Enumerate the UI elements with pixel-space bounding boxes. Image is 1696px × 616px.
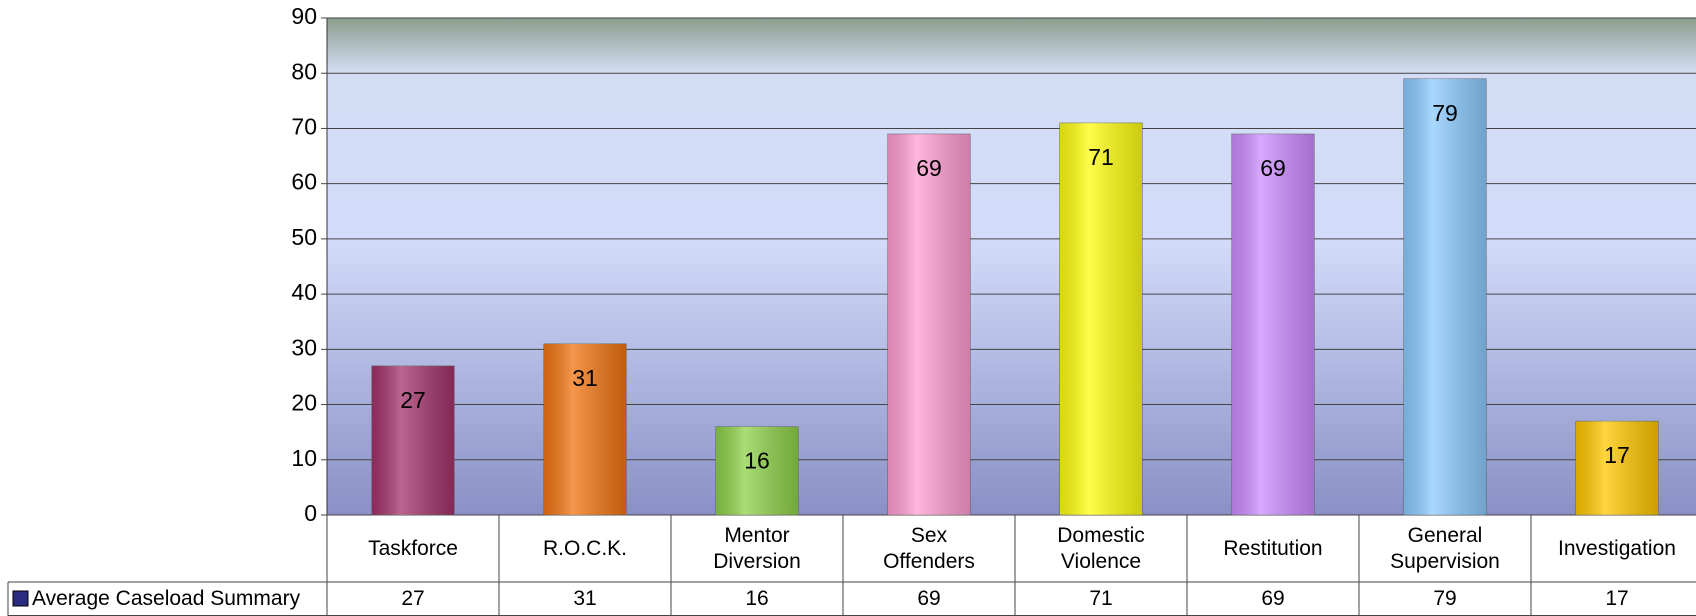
plot-area <box>326 17 1696 516</box>
y-tick-label: 50 <box>291 224 317 250</box>
x-tick-label: Sex Offenders <box>883 523 975 573</box>
table-value: 17 <box>1605 587 1629 610</box>
x-tick-label: General Supervision <box>1390 523 1500 573</box>
bar-shine <box>1575 421 1659 515</box>
x-tick-label: R.O.C.K. <box>542 536 627 560</box>
bar-shine <box>1059 122 1143 515</box>
table-value: 69 <box>1261 587 1285 610</box>
y-tick-label: 80 <box>291 58 317 84</box>
y-tick-label: 60 <box>291 169 317 195</box>
bar-shine <box>1231 133 1315 515</box>
data-label: 31 <box>572 365 598 391</box>
table-value: 71 <box>1089 587 1113 610</box>
x-tick-label: Mentor Diversion <box>713 523 801 573</box>
bar-shine <box>715 426 799 515</box>
x-tick-label: Restitution <box>1223 536 1323 560</box>
y-tick-label: 20 <box>291 390 317 416</box>
table-value: 27 <box>401 587 425 610</box>
y-tick-label: 40 <box>291 279 317 305</box>
table-value: 79 <box>1433 587 1457 610</box>
y-tick-label: 10 <box>291 445 317 471</box>
table-value: 69 <box>917 587 941 610</box>
x-tick-label: Domestic Violence <box>1057 523 1145 573</box>
y-tick-label: 90 <box>291 3 317 29</box>
legend-marker <box>12 590 29 607</box>
data-label: 16 <box>744 448 770 474</box>
y-tick-label: 0 <box>304 500 317 526</box>
data-label: 27 <box>400 387 426 413</box>
x-tick-label: Investigation <box>1558 536 1676 560</box>
x-tick-label: Taskforce <box>368 536 458 560</box>
bar-shine <box>371 365 455 515</box>
table-value: 16 <box>745 587 769 610</box>
data-label: 69 <box>916 155 942 181</box>
legend-label: Average Caseload Summary <box>32 587 301 610</box>
y-tick-label: 30 <box>291 334 317 360</box>
bar-shine <box>887 133 971 515</box>
y-tick-label: 70 <box>291 114 317 140</box>
data-label: 71 <box>1088 144 1114 170</box>
bar-shine <box>1403 78 1487 515</box>
data-label: 17 <box>1604 442 1630 468</box>
data-label: 79 <box>1432 100 1458 126</box>
data-label: 69 <box>1260 155 1286 181</box>
bar-shine <box>543 343 627 515</box>
table-value: 31 <box>573 587 597 610</box>
